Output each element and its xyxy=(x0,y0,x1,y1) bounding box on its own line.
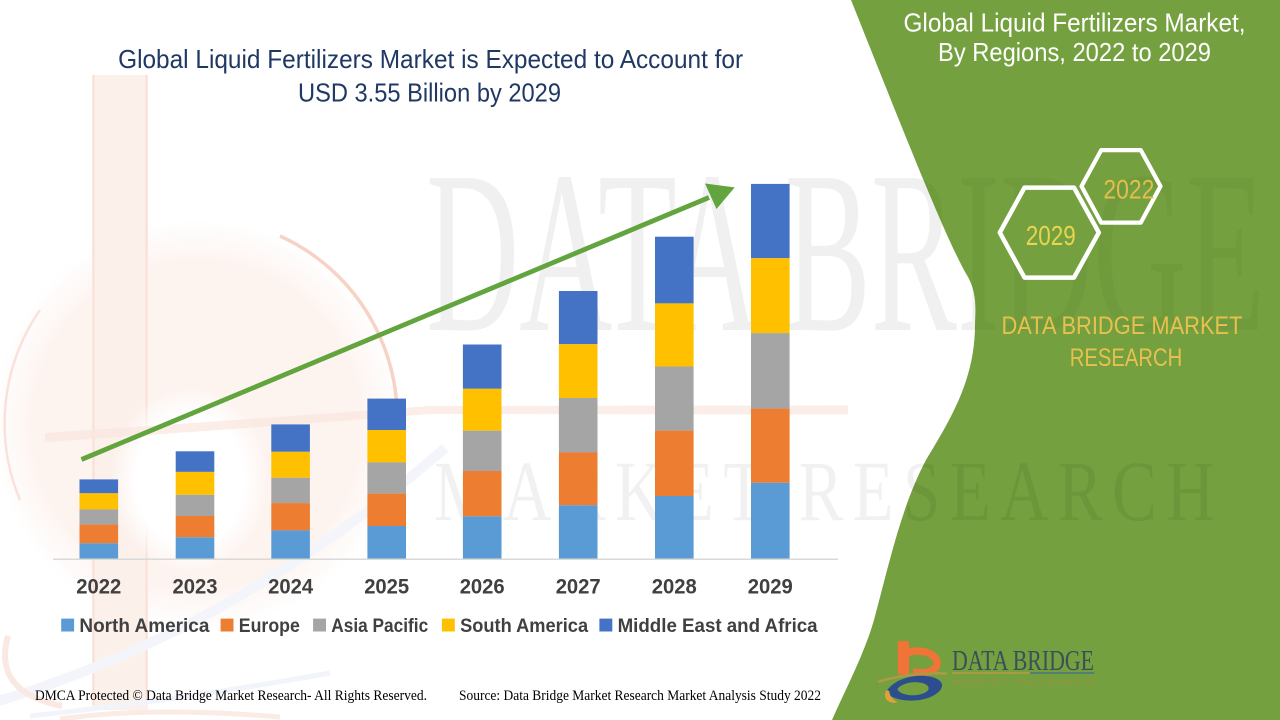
svg-text:2024: 2024 xyxy=(268,576,313,599)
svg-text:2029: 2029 xyxy=(748,576,793,599)
svg-text:M A R K E T R E S E A R C H: M A R K E T R E S E A R C H xyxy=(953,678,1093,687)
svg-text:2026: 2026 xyxy=(460,576,505,599)
svg-text:South America: South America xyxy=(460,616,588,637)
svg-text:Source: Data Bridge Market Res: Source: Data Bridge Market Research Mark… xyxy=(459,688,821,704)
svg-text:2022: 2022 xyxy=(1103,174,1154,204)
svg-text:Global Liquid Fertilizers Mark: Global Liquid Fertilizers Market is Expe… xyxy=(118,44,743,74)
svg-text:2022: 2022 xyxy=(76,576,121,599)
svg-text:2023: 2023 xyxy=(173,576,218,599)
svg-text:DATA BRIDGE: DATA BRIDGE xyxy=(952,645,1094,677)
svg-text:2029: 2029 xyxy=(1026,220,1076,251)
svg-text:DATA BRIDGE MARKET: DATA BRIDGE MARKET xyxy=(1002,312,1243,340)
svg-text:Global Liquid Fertilizers Mark: Global Liquid Fertilizers Market, xyxy=(904,7,1246,37)
svg-text:Europe: Europe xyxy=(239,616,300,637)
svg-text:RESEARCH: RESEARCH xyxy=(1070,344,1183,372)
svg-text:Asia Pacific: Asia Pacific xyxy=(331,616,428,637)
svg-text:2025: 2025 xyxy=(364,576,409,599)
svg-text:By Regions, 2022 to 2029: By Regions, 2022 to 2029 xyxy=(938,37,1211,67)
svg-text:Middle East and Africa: Middle East and Africa xyxy=(618,616,818,637)
svg-text:2028: 2028 xyxy=(652,576,697,599)
svg-text:North America: North America xyxy=(79,616,209,637)
svg-text:USD 3.55 Billion by 2029: USD 3.55 Billion by 2029 xyxy=(298,78,561,108)
svg-text:2027: 2027 xyxy=(556,576,601,599)
svg-text:DMCA Protected © Data Bridge M: DMCA Protected © Data Bridge Market Rese… xyxy=(35,688,427,704)
